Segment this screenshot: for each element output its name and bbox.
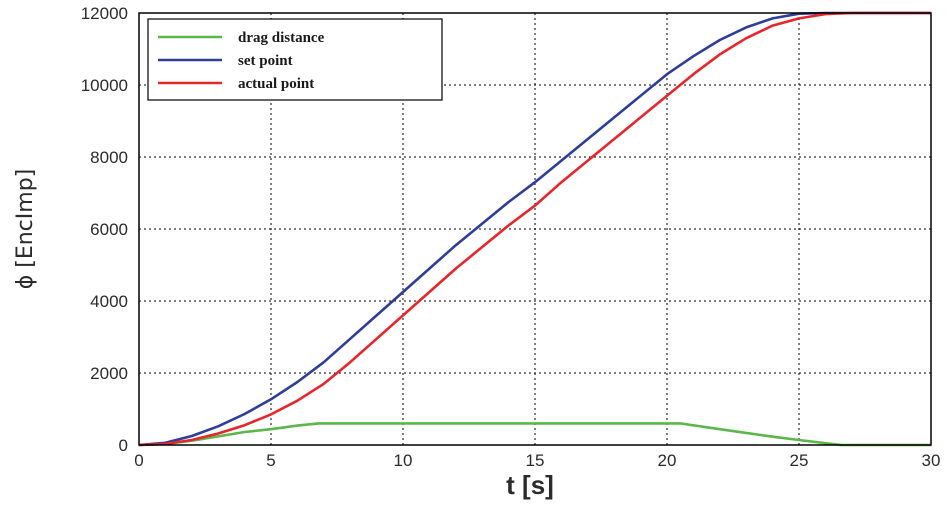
series-line-0: [138, 422, 931, 447]
y-tick-label: 10000: [81, 76, 128, 95]
legend-label: set point: [238, 53, 293, 69]
x-tick-label: 0: [134, 451, 143, 470]
legend-label: actual point: [238, 76, 314, 92]
y-axis-title: ϕ [EncImp]: [13, 169, 38, 290]
x-tick-label: 5: [266, 451, 275, 470]
legend: drag distance set point actual point: [147, 18, 443, 101]
x-tick-label: 15: [526, 451, 545, 470]
series-lines: [138, 11, 931, 447]
y-tick-label: 8000: [90, 148, 128, 167]
y-tick-label: 0: [119, 436, 128, 455]
series-line-1: [138, 11, 931, 447]
grid: [139, 13, 931, 445]
x-tick-label: 20: [658, 451, 677, 470]
y-tick-label: 2000: [90, 364, 128, 383]
plot-frame: [138, 12, 932, 446]
x-tick-labels: 0 5 10 15 20 25 30: [134, 451, 940, 470]
y-tick-label: 4000: [90, 292, 128, 311]
x-tick-label: 30: [922, 451, 941, 470]
y-tick-labels: 0 2000 4000 6000 8000 10000 12000: [81, 4, 128, 455]
series-line-2: [138, 11, 931, 447]
y-tick-label: 12000: [81, 4, 128, 23]
x-axis-title: t [s]: [506, 470, 554, 500]
y-tick-label: 6000: [90, 220, 128, 239]
x-tick-label: 25: [790, 451, 809, 470]
legend-label: drag distance: [238, 30, 325, 46]
x-tick-label: 10: [394, 451, 413, 470]
